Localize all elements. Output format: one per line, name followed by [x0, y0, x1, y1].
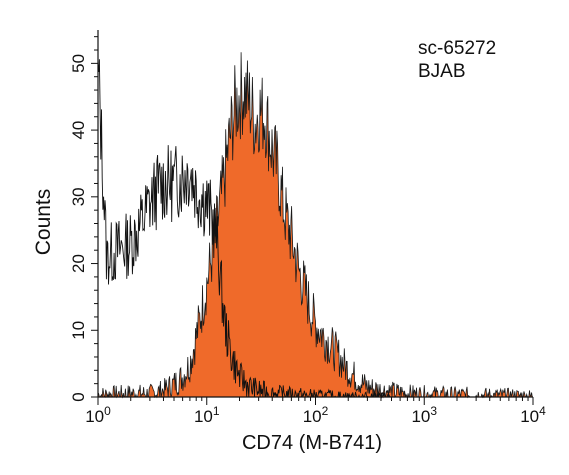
x-tick-label: 103	[411, 404, 437, 426]
x-axis-label: CD74 (M-B741)	[242, 432, 382, 454]
y-tick-label: 10	[69, 321, 88, 340]
y-tick-label: 0	[69, 392, 88, 401]
x-tick-label: 104	[520, 404, 546, 426]
x-tick-label: 100	[85, 404, 111, 426]
y-tick-label: 30	[69, 187, 88, 206]
axes	[91, 30, 534, 405]
series-sample-filled	[97, 52, 533, 399]
y-tick-label: 40	[69, 121, 88, 140]
tick-labels: 0 10 20 30 40 50 100 101 102 103 104	[69, 54, 546, 426]
annotation-antibody: sc-65272	[418, 38, 496, 59]
y-tick-label: 20	[69, 254, 88, 273]
plot-area	[97, 52, 533, 399]
y-tick-label: 50	[69, 54, 88, 73]
x-tick-label: 102	[303, 404, 329, 426]
y-axis-label: Counts	[32, 189, 55, 256]
x-tick-label: 101	[194, 404, 220, 426]
annotation-cell-line: BJAB	[418, 61, 466, 82]
